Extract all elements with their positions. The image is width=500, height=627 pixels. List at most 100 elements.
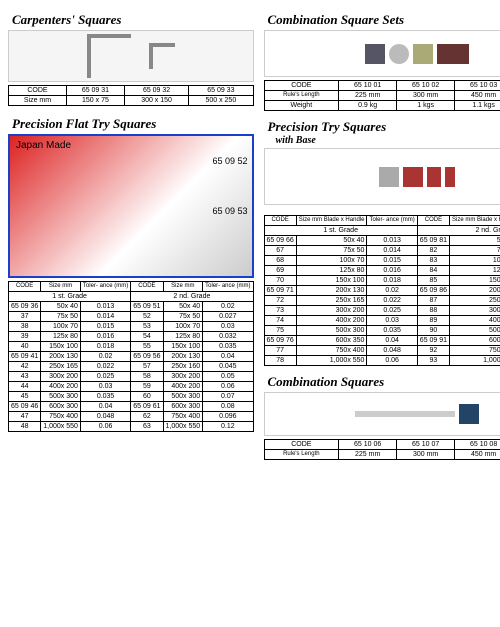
data-cell: 750x 400	[163, 411, 203, 421]
data-cell: 0.022	[367, 295, 417, 305]
data-cell: 0.06	[203, 381, 253, 391]
data-cell: 42	[9, 361, 41, 371]
data-cell: 0.12	[203, 421, 253, 431]
flat-try-table: CODE Size mm Toler- ance (mm) CODE Size …	[8, 281, 254, 432]
data-cell: 500x 300	[450, 325, 500, 335]
try-base-table: CODE Size mm Blade x Handle Toler- ance …	[264, 215, 500, 366]
data-cell: 0.016	[80, 331, 130, 341]
data-cell: 65 09 51	[131, 301, 163, 311]
data-cell: 1,000x 550	[163, 421, 203, 431]
data-cell: 69	[264, 265, 296, 275]
try-base-image	[264, 148, 500, 205]
data-cell: 43	[9, 371, 41, 381]
data-cell: 150x 100	[41, 341, 81, 351]
data-cell: 100x 70	[41, 321, 81, 331]
data-cell: 300x 200	[163, 371, 203, 381]
data-cell: 0.096	[203, 411, 253, 421]
data-cell: 500x 300	[163, 391, 203, 401]
data-cell: 400x 200	[450, 315, 500, 325]
data-cell: 250x 165	[450, 295, 500, 305]
data-cell: 0.06	[367, 355, 417, 365]
data-cell: 0.015	[367, 255, 417, 265]
data-cell: 0.06	[80, 421, 130, 431]
combo-sq-image	[264, 392, 500, 436]
data-cell: 89	[417, 315, 449, 325]
data-cell: 48	[9, 421, 41, 431]
unit-label: Unit Per Pc.	[264, 207, 500, 214]
data-cell: 200x 130	[296, 285, 367, 295]
data-cell: 600x 300	[41, 401, 81, 411]
data-cell: 88	[417, 305, 449, 315]
data-cell: 0.035	[203, 341, 253, 351]
data-cell: 44	[9, 381, 41, 391]
combo-sq-table: CODE 65 10 06 65 10 07 65 10 08 65 10 09…	[264, 439, 500, 460]
data-cell: 90	[417, 325, 449, 335]
data-cell: 37	[9, 311, 41, 321]
data-cell: 53	[131, 321, 163, 331]
data-cell: 0.016	[367, 265, 417, 275]
data-cell: 750x 400	[41, 411, 81, 421]
data-cell: 0.014	[80, 311, 130, 321]
data-cell: 600x 350	[450, 335, 500, 345]
data-cell: 75	[264, 325, 296, 335]
data-cell: 600x 300	[163, 401, 203, 411]
data-cell: 62	[131, 411, 163, 421]
data-cell: 65 09 56	[131, 351, 163, 361]
data-cell: 65 09 81	[417, 235, 449, 245]
data-cell: 150x 100	[450, 275, 500, 285]
data-cell: 400x 200	[41, 381, 81, 391]
try-base-title: Precision Try Squares	[268, 119, 500, 135]
data-cell: 50x 40	[450, 235, 500, 245]
data-cell: 54	[131, 331, 163, 341]
data-cell: 0.032	[203, 331, 253, 341]
data-cell: 85	[417, 275, 449, 285]
carpenters-table: CODE 65 09 31 65 09 32 65 09 33 Size mm …	[8, 85, 254, 106]
data-cell: 55	[131, 341, 163, 351]
data-cell: 78	[264, 355, 296, 365]
data-cell: 84	[417, 265, 449, 275]
data-cell: 93	[417, 355, 449, 365]
data-cell: 38	[9, 321, 41, 331]
flat-try-image: Japan Made 65 09 52 65 09 53	[8, 134, 254, 278]
data-cell: 50x 40	[163, 301, 203, 311]
data-cell: 0.027	[203, 311, 253, 321]
data-cell: 65 09 36	[9, 301, 41, 311]
data-cell: 200x 130	[163, 351, 203, 361]
data-cell: 47	[9, 411, 41, 421]
data-cell: 250x 165	[41, 361, 81, 371]
data-cell: 0.022	[80, 361, 130, 371]
data-cell: 0.03	[80, 381, 130, 391]
data-cell: 600x 350	[296, 335, 367, 345]
data-cell: 0.07	[203, 391, 253, 401]
data-cell: 100x 70	[450, 255, 500, 265]
data-cell: 0.018	[80, 341, 130, 351]
flat-try-title: Precision Flat Try Squares	[12, 116, 254, 132]
data-cell: 74	[264, 315, 296, 325]
data-cell: 39	[9, 331, 41, 341]
data-cell: 125x 80	[296, 265, 367, 275]
data-cell: 0.018	[367, 275, 417, 285]
data-cell: 0.04	[367, 335, 417, 345]
data-cell: 50x 40	[41, 301, 81, 311]
data-cell: 300x 200	[296, 305, 367, 315]
data-cell: 0.02	[367, 285, 417, 295]
data-cell: 125x 80	[163, 331, 203, 341]
data-cell: 0.035	[367, 325, 417, 335]
data-cell: 77	[264, 345, 296, 355]
data-cell: 92	[417, 345, 449, 355]
data-cell: 65 09 91	[417, 335, 449, 345]
data-cell: 200x 130	[450, 285, 500, 295]
data-cell: 45	[9, 391, 41, 401]
data-cell: 0.04	[203, 351, 253, 361]
data-cell: 0.035	[80, 391, 130, 401]
data-cell: 125x 80	[450, 265, 500, 275]
data-cell: 0.05	[203, 371, 253, 381]
data-cell: 1,000x 550	[450, 355, 500, 365]
data-cell: 750x 400	[450, 345, 500, 355]
data-cell: 87	[417, 295, 449, 305]
data-cell: 0.03	[203, 321, 253, 331]
data-cell: 59	[131, 381, 163, 391]
data-cell: 300x 200	[450, 305, 500, 315]
data-cell: 0.045	[203, 361, 253, 371]
data-cell: 0.025	[367, 305, 417, 315]
